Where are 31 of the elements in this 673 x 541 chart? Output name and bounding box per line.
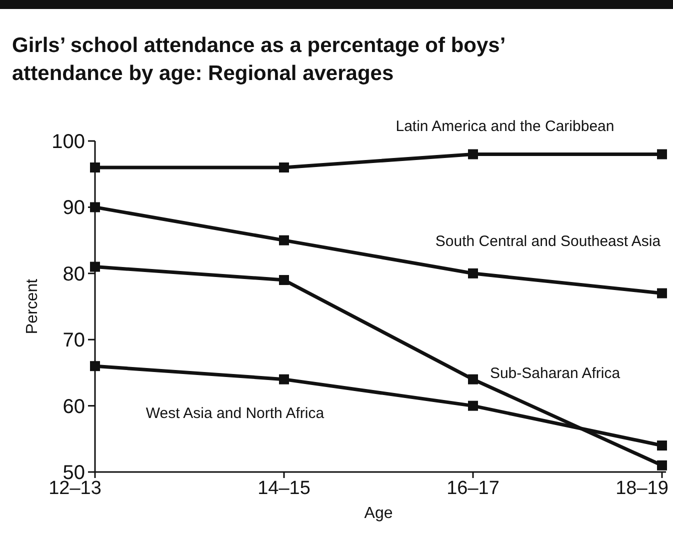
point [468,400,478,411]
x-tick-label: 14–15 [258,478,310,499]
y-tick-label: 90 [62,197,85,220]
point [279,275,289,286]
y-tick-label: 80 [62,263,85,286]
point [468,149,478,160]
series-label: Latin America and the Caribbean [396,118,614,135]
x-tick-label: 16–17 [446,478,500,499]
point [90,162,100,172]
y-tick-label: 60 [62,396,85,418]
series-label: West Asia and North Africa [146,405,325,422]
point [90,262,100,272]
point [90,202,100,212]
y-tick-label: 100 [52,131,85,153]
x-tick-label: 18–19 [616,478,668,499]
x-axis-title: Age [364,505,393,522]
point [279,235,289,246]
series-label: Sub-Saharan Africa [490,365,621,382]
y-axis-title: Percent [24,278,41,334]
point [468,374,478,384]
point [657,440,667,451]
point [657,149,667,160]
chart-title: Girls’ school attendance as a percentage of boys’ attendance by age: Regional averages [12,34,506,85]
point [90,361,100,372]
y-tick-label: 70 [62,330,85,352]
point [468,268,478,278]
point [279,162,289,172]
point [657,460,667,470]
point [657,288,667,298]
series-label: South Central and Southeast Asia [435,233,662,250]
point [279,374,289,384]
